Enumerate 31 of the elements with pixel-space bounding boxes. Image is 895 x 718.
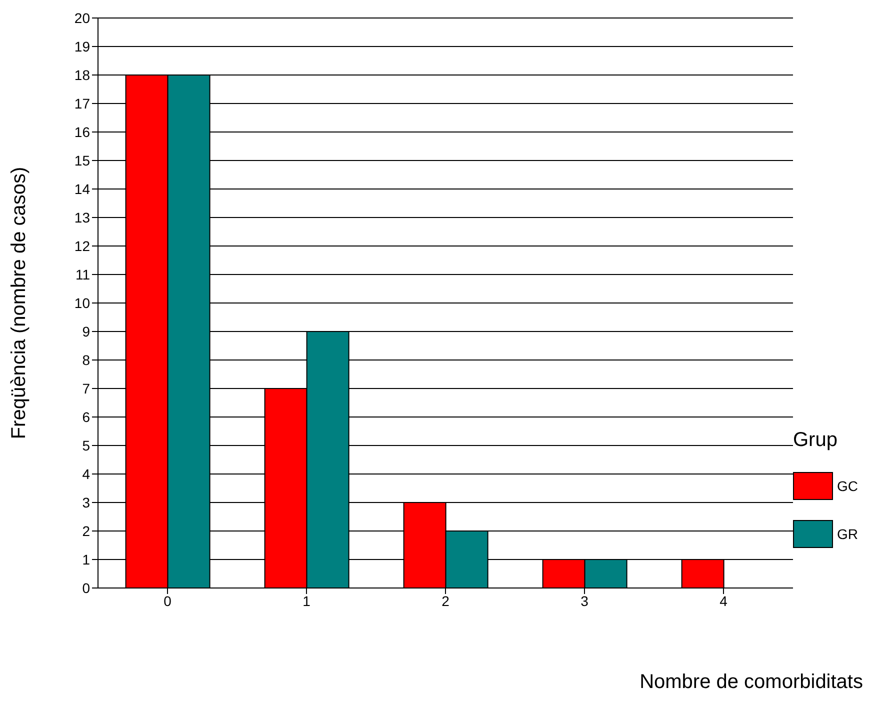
y-tick-label: 12 [74, 238, 90, 254]
y-tick-label: 5 [82, 437, 90, 454]
x-tick-label: 3 [580, 592, 589, 609]
y-tick-label: 14 [74, 180, 90, 197]
y-tick-label: 10 [74, 294, 90, 311]
y-tick-label: 0 [82, 580, 90, 596]
x-tick-label: 0 [164, 592, 172, 609]
y-tick-label: 19 [74, 38, 90, 54]
y-tick-label: 2 [82, 522, 90, 539]
x-tick-label: 4 [720, 592, 728, 609]
y-tick-label: 8 [82, 352, 90, 368]
y-tick-label: 18 [74, 66, 90, 83]
y-tick-label: 9 [82, 323, 90, 340]
y-tick-label: 6 [82, 408, 90, 425]
x-tick-label: 2 [442, 592, 450, 609]
y-tick-label: 1 [82, 551, 90, 568]
legend-label: GR [836, 525, 859, 544]
y-tick-label: 11 [75, 266, 90, 282]
y-tick-label: 16 [74, 124, 90, 140]
y-tick-label: 15 [74, 152, 90, 168]
y-tick-label: 3 [82, 494, 90, 510]
y-tick-label: 13 [74, 209, 90, 226]
x-tick-label: 1 [302, 592, 311, 609]
legend-title: Grup [793, 429, 838, 452]
y-axis-title: Freqüència (nombre de casos) [8, 166, 30, 440]
y-tick-label: 20 [74, 10, 90, 26]
y-tick-label: 7 [82, 380, 90, 396]
y-tick-label: 4 [82, 466, 90, 482]
x-axis-title: Nombre de comorbiditats [640, 671, 863, 693]
y-tick-label: 17 [74, 95, 90, 112]
legend-label: GC [836, 477, 859, 496]
